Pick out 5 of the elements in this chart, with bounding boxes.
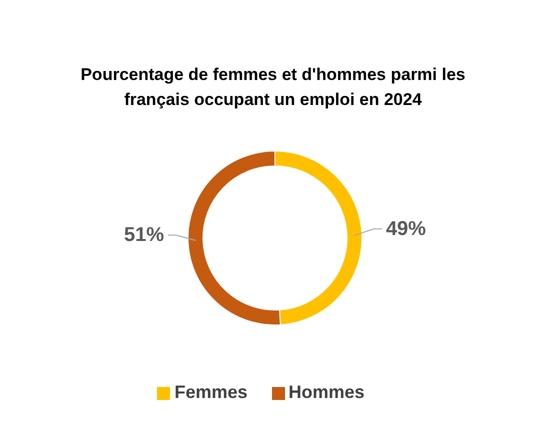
legend-label: Hommes [288, 382, 365, 402]
legend-label: Femmes [174, 382, 248, 402]
chart-title: Pourcentage de femmes et d'hommes parmi les français occupant un emploi en 2024 [80, 64, 466, 111]
data-label: 49% [386, 218, 426, 240]
data-label: 51% [124, 224, 164, 246]
